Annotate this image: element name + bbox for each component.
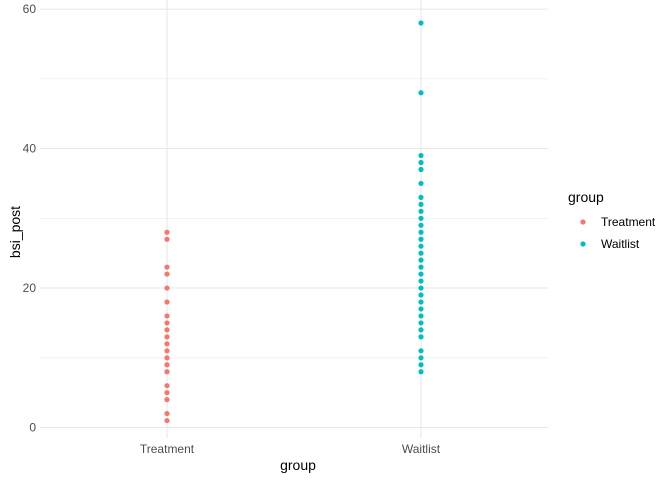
data-point [164, 397, 170, 403]
data-point [418, 152, 424, 159]
data-point [418, 250, 424, 256]
data-point [164, 355, 170, 361]
legend-title: group [568, 189, 604, 205]
data-point [418, 180, 424, 187]
data-point [164, 264, 170, 270]
data-point [418, 257, 424, 263]
major-gridlines [40, 0, 548, 438]
data-point [418, 20, 424, 26]
data-point [418, 292, 424, 298]
data-point [418, 222, 424, 228]
data-point [418, 271, 424, 277]
y-tick-label: 60 [23, 2, 37, 16]
data-point [164, 236, 170, 242]
data-point [164, 348, 170, 354]
data-point [418, 278, 424, 284]
data-point [418, 362, 424, 368]
data-point [418, 229, 424, 235]
minor-gridlines [40, 78, 548, 359]
data-point [418, 243, 424, 249]
data-point [418, 369, 424, 375]
data-point [164, 320, 170, 326]
data-point [418, 348, 424, 354]
y-axis-tick-labels: 0 20 40 60 [23, 2, 37, 434]
data-point [164, 390, 170, 396]
data-point [164, 299, 170, 305]
data-point [418, 159, 424, 166]
data-point [418, 355, 424, 361]
data-point [164, 362, 170, 368]
data-point [164, 327, 170, 333]
data-point [418, 320, 424, 326]
legend-key [580, 219, 586, 225]
data-point [418, 201, 424, 207]
data-points [164, 20, 424, 424]
data-point [418, 306, 424, 312]
data-point [164, 313, 170, 319]
data-point [418, 90, 424, 96]
data-point [164, 383, 170, 389]
data-point [418, 166, 424, 173]
y-tick-label: 0 [29, 421, 36, 435]
legend-key [580, 241, 586, 247]
data-point [418, 313, 424, 319]
y-tick-label: 40 [23, 142, 37, 156]
data-point [418, 194, 424, 200]
data-point [418, 285, 424, 291]
data-point [164, 341, 170, 347]
y-axis-title: bsi_post [7, 206, 23, 258]
legend-label: Waitlist [601, 237, 640, 251]
y-tick-label: 20 [23, 281, 37, 295]
data-point [164, 229, 170, 235]
data-point [164, 271, 170, 277]
x-tick-label: Treatment [140, 442, 195, 456]
data-point [164, 369, 170, 375]
data-point [418, 299, 424, 305]
data-point [418, 208, 424, 214]
data-point [164, 334, 170, 340]
data-point [418, 215, 424, 221]
legend-label: Treatment [601, 215, 656, 229]
x-axis-tick-labels: Treatment Waitlist [140, 442, 441, 456]
legend: group Treatment Waitlist [568, 189, 656, 251]
data-point [418, 264, 424, 270]
data-point [164, 285, 170, 291]
data-point [418, 327, 424, 333]
data-point [164, 410, 170, 417]
x-tick-label: Waitlist [402, 442, 441, 456]
data-point [418, 334, 424, 340]
data-point [418, 236, 424, 242]
x-axis-title: group [280, 457, 316, 473]
data-point [164, 417, 170, 424]
